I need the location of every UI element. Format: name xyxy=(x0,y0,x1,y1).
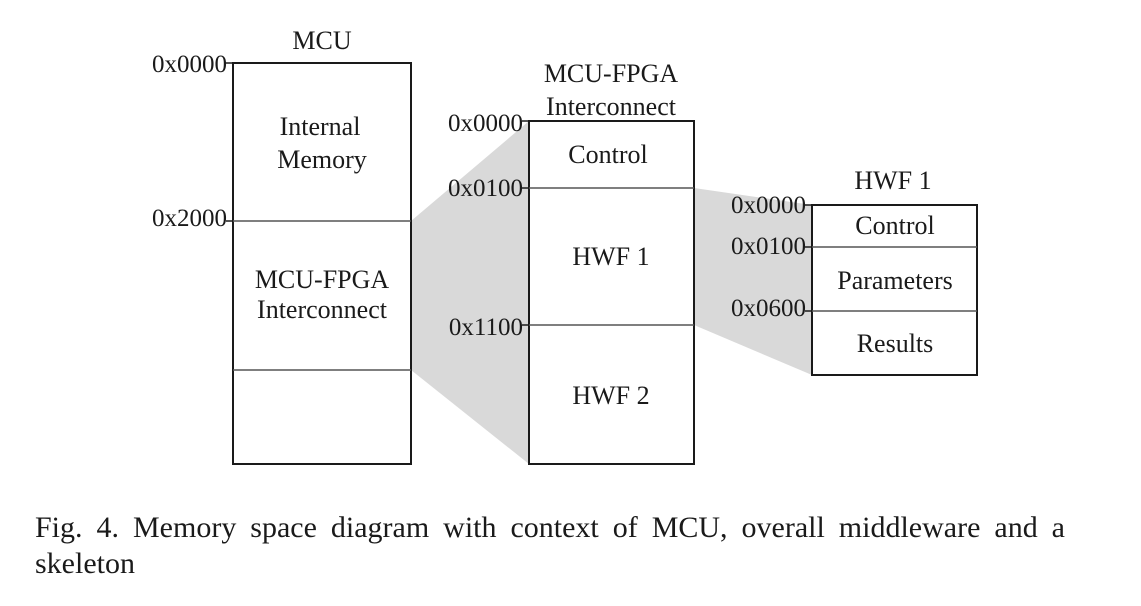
interconnect-addr-0: 0x0000 xyxy=(448,110,523,137)
hwf1-addr-0: 0x0000 xyxy=(731,192,806,219)
figure-caption: Fig. 4. Memory space diagram with context… xyxy=(35,510,1065,582)
interconnect-box xyxy=(528,120,695,465)
hwf1-addr-1: 0x0100 xyxy=(731,233,806,260)
interconnect-region-hwf1: HWF 1 xyxy=(572,242,649,271)
interconnect-addr-2: 0x1100 xyxy=(449,314,523,341)
hwf1-addr-2: 0x0600 xyxy=(731,295,806,322)
interconnect-region-hwf2: HWF 2 xyxy=(572,381,649,410)
projection-mcu-to-interconnect xyxy=(411,121,529,464)
hwf1-memory-block: HWF 1 0x0000 0x0100 0x0600 Control Param… xyxy=(731,166,978,376)
figure-caption-text: Memory space diagram with context of MCU… xyxy=(35,511,1065,580)
hwf1-region-control: Control xyxy=(855,211,934,240)
interconnect-title-line2: Interconnect xyxy=(546,92,677,121)
mcu-region-internal-line2: Memory xyxy=(277,145,367,174)
hwf1-region-results: Results xyxy=(857,329,934,358)
memory-space-diagram: MCU 0x0000 0x2000 Internal Memory MCU-FP… xyxy=(152,26,978,465)
interconnect-addr-1: 0x0100 xyxy=(448,175,523,202)
interconnect-region-control: Control xyxy=(568,140,647,169)
mcu-memory-block: MCU 0x0000 0x2000 Internal Memory MCU-FP… xyxy=(152,26,412,465)
figure-label: Fig. 4. xyxy=(35,511,119,544)
hwf1-title: HWF 1 xyxy=(854,166,931,195)
projection-interconnect-to-hwf1 xyxy=(694,188,812,375)
mcu-region-interconnect-line2: Interconnect xyxy=(257,295,388,324)
mcu-title: MCU xyxy=(292,26,351,55)
hwf1-region-parameters: Parameters xyxy=(837,266,953,295)
mcu-addr-top: 0x0000 xyxy=(152,51,227,78)
mcu-box xyxy=(232,62,412,465)
interconnect-title-line1: MCU-FPGA xyxy=(544,59,679,88)
interconnect-memory-block: MCU-FPGA Interconnect 0x0000 0x0100 0x11… xyxy=(448,59,695,465)
hwf1-box xyxy=(811,204,978,376)
mcu-region-interconnect-line1: MCU-FPGA xyxy=(255,265,390,294)
mcu-addr-mid: 0x2000 xyxy=(152,205,227,232)
mcu-region-internal-line1: Internal xyxy=(280,112,361,141)
